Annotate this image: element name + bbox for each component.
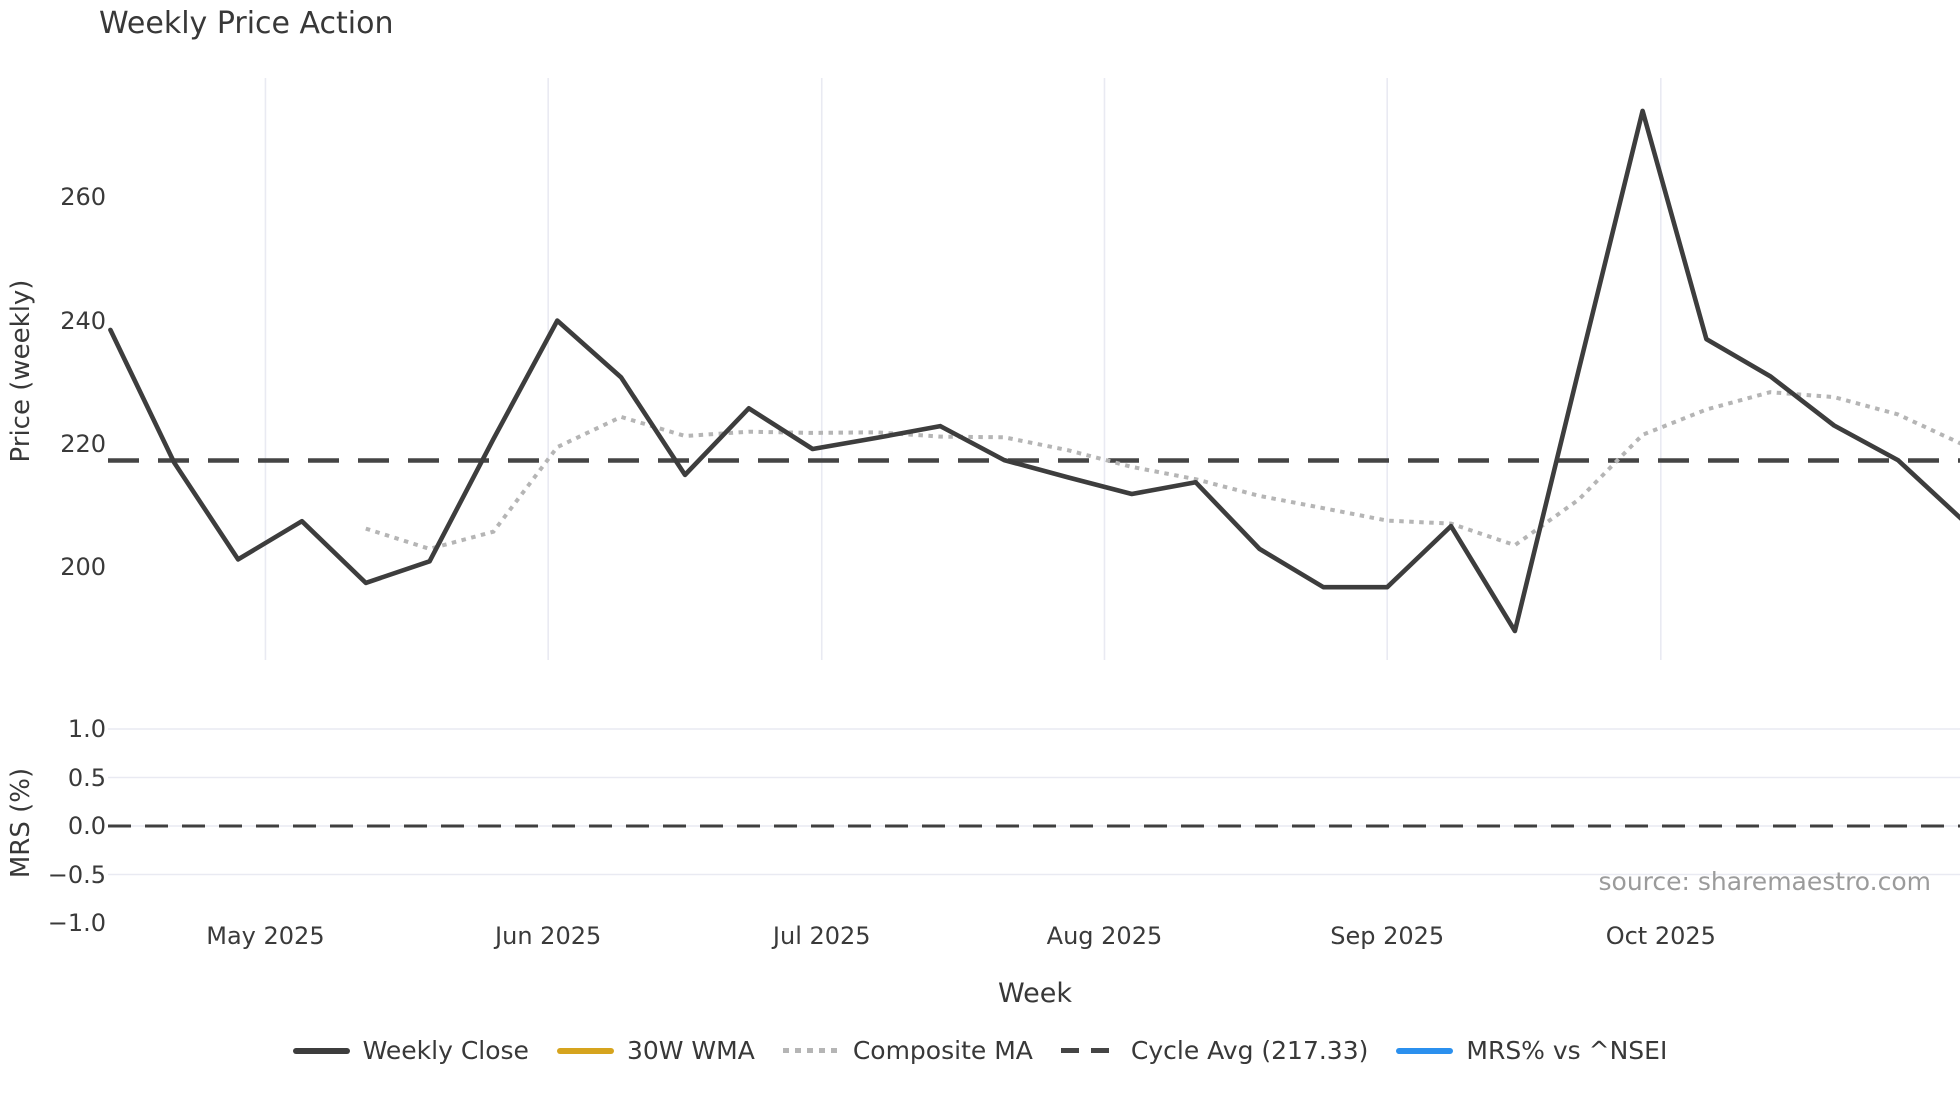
price-tick-label: 260 [60,183,106,212]
cycle-avg-swatch [1060,1048,1118,1053]
weekly-close-swatch [292,1047,350,1054]
mrs-tick-label: 0.5 [67,763,106,792]
composite-ma-line [365,390,1960,551]
price-tick-label: 220 [60,430,106,459]
source-credit: source: sharemaestro.com [1598,867,1932,896]
chart-title: Weekly Price Action [99,6,394,41]
legend-item-mrs: MRS% vs ^NSEI [1396,1036,1667,1065]
mrs-tick-label: 0.0 [67,812,106,840]
legend-label: MRS% vs ^NSEI [1466,1036,1668,1065]
x-tick-label: Sep 2025 [1330,922,1445,950]
mrs-tick-label: −0.5 [47,860,106,889]
price-tick-label: 200 [60,553,106,582]
mrs-tick-label: 1.0 [67,715,106,743]
mrs-tick-label: −1.0 [47,909,106,937]
weekly-close-line [108,108,1960,634]
x-tick-label: Jun 2025 [495,922,602,950]
legend-item-weekly-close: Weekly Close [292,1036,529,1065]
x-tick-label: Oct 2025 [1605,922,1716,950]
chart-legend: Weekly Close 30W WMA Composite MA Cycle … [0,1036,1960,1065]
composite-ma-swatch [782,1048,840,1053]
wma-swatch [556,1047,614,1054]
legend-label: Cycle Avg (217.33) [1130,1036,1369,1065]
legend-label: 30W WMA [626,1036,755,1065]
price-tick-label: 240 [60,306,106,335]
x-axis-label: Week [998,978,1072,1009]
x-tick-label: Jul 2025 [772,922,871,950]
legend-label: Composite MA [852,1036,1033,1065]
mrs-swatch [1396,1047,1454,1054]
legend-item-30w-wma: 30W WMA [556,1036,755,1065]
x-tick-label: May 2025 [206,922,325,950]
legend-item-composite-ma: Composite MA [782,1036,1033,1065]
x-tick-label: Aug 2025 [1046,922,1163,950]
legend-item-cycle-avg: Cycle Avg (217.33) [1060,1036,1369,1065]
legend-label: Weekly Close [362,1036,529,1065]
